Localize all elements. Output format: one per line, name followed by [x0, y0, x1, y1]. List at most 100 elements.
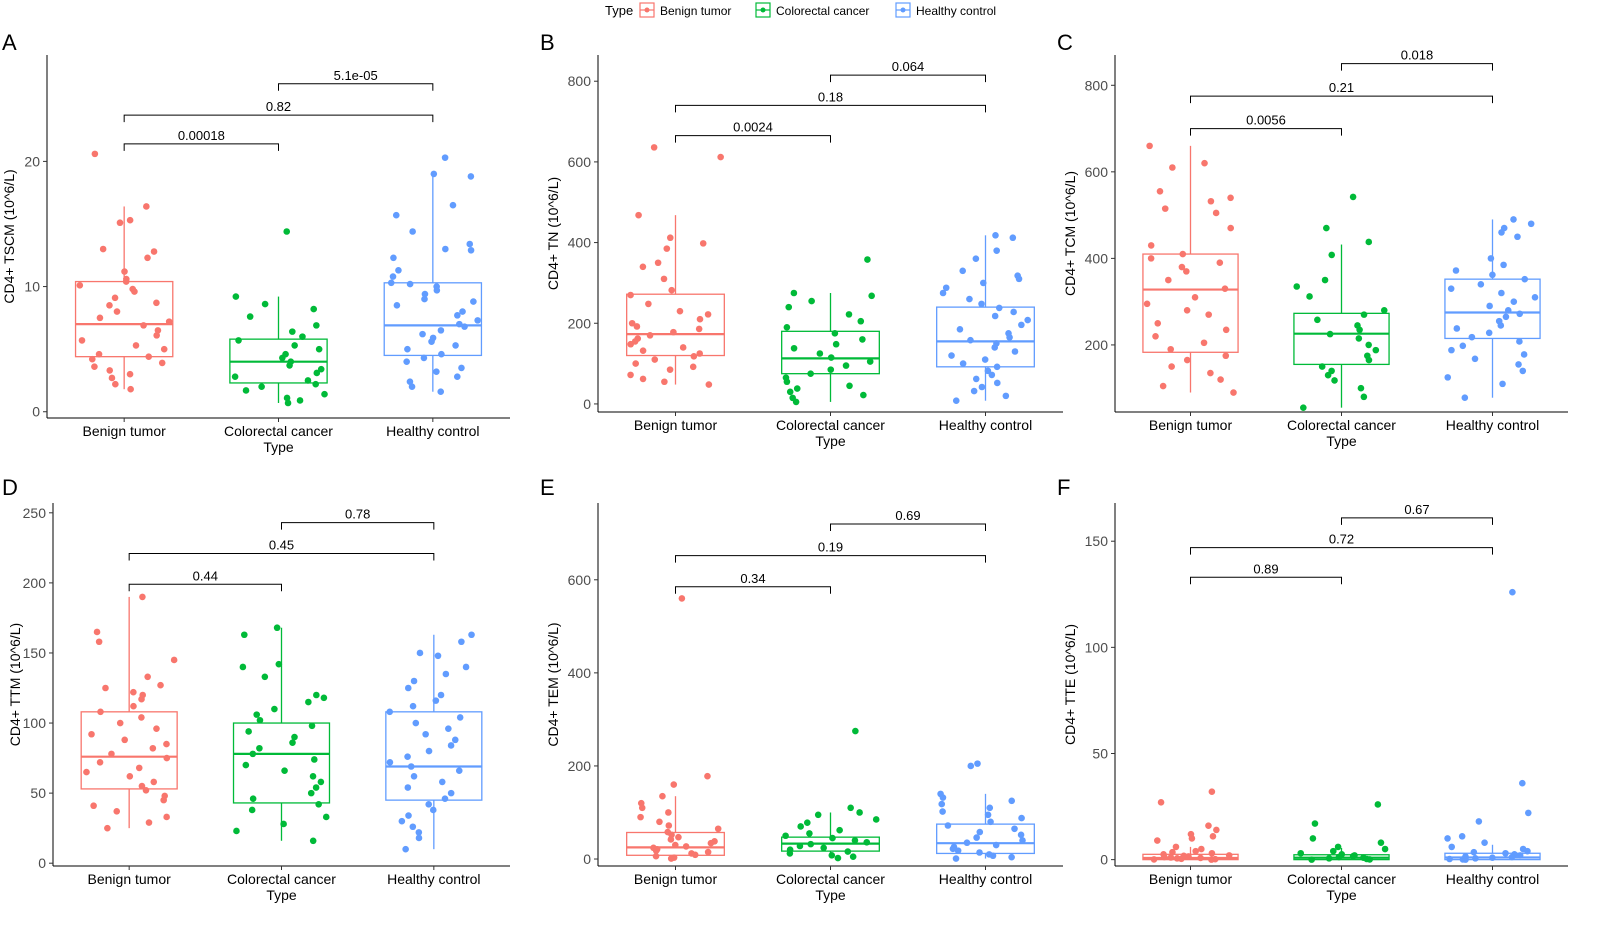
bracket-line	[128, 583, 282, 592]
data-point	[390, 254, 397, 262]
data-point	[434, 652, 442, 660]
data-point	[1208, 788, 1216, 796]
data-point	[97, 708, 104, 716]
data-point	[1472, 855, 1479, 862]
data-point	[856, 809, 863, 816]
data-point	[99, 245, 107, 253]
data-point	[447, 742, 455, 749]
data-point	[1308, 856, 1315, 863]
box-1	[1293, 244, 1390, 408]
data-point	[1446, 855, 1453, 863]
data-point	[1498, 229, 1505, 236]
data-point	[1335, 853, 1343, 861]
data-point	[1018, 321, 1025, 329]
data-point	[1217, 376, 1224, 383]
data-point	[410, 773, 418, 780]
data-point	[416, 649, 424, 657]
data-point	[1157, 799, 1165, 806]
data-point	[1365, 356, 1373, 364]
data-point	[1018, 814, 1025, 822]
data-point	[666, 366, 674, 373]
data-point	[976, 849, 983, 856]
x-tick-label: Colorectal cancer	[227, 871, 336, 887]
data-point	[793, 385, 801, 392]
data-point	[1165, 276, 1172, 284]
data-point	[1360, 393, 1368, 401]
data-point	[1002, 392, 1010, 400]
data-point	[261, 673, 269, 681]
data-point	[438, 350, 445, 358]
data-point	[386, 758, 394, 766]
box-iqr	[781, 330, 880, 375]
p-value-label: 0.064	[892, 59, 925, 74]
points-2	[386, 631, 475, 853]
data-point	[406, 378, 414, 386]
data-point	[1500, 261, 1507, 269]
data-point	[1481, 839, 1488, 846]
data-point	[1198, 845, 1205, 853]
y-tick-label: 0	[38, 855, 46, 871]
data-point	[106, 367, 114, 374]
x-axis-title: Type	[815, 433, 846, 449]
data-point	[976, 828, 984, 836]
data-point	[245, 728, 252, 735]
data-point	[1227, 194, 1234, 202]
data-point	[437, 388, 445, 396]
data-point	[299, 333, 306, 340]
data-point	[970, 387, 978, 395]
data-point	[130, 702, 137, 710]
data-point	[429, 806, 437, 814]
points-2	[1444, 216, 1539, 402]
data-point	[1208, 856, 1215, 863]
box-0	[74, 206, 174, 390]
data-point	[289, 739, 296, 746]
data-point	[939, 794, 947, 801]
p-value-label: 0.0024	[733, 120, 773, 135]
data-point	[433, 287, 441, 294]
data-point	[88, 730, 95, 738]
box-2	[383, 176, 483, 392]
data-point	[978, 300, 985, 308]
data-point	[842, 362, 850, 369]
data-point	[140, 322, 147, 329]
p-value-label: 0.18	[818, 89, 843, 104]
data-point	[714, 825, 722, 833]
data-point	[313, 691, 320, 699]
data-point	[322, 813, 330, 821]
x-tick-label: Colorectal cancer	[776, 417, 885, 433]
data-point	[395, 266, 402, 274]
data-point	[944, 822, 952, 829]
data-point	[1179, 250, 1187, 258]
data-point	[425, 801, 432, 808]
data-point	[1169, 164, 1176, 171]
data-point	[783, 378, 791, 386]
data-point	[704, 311, 712, 318]
panel-letter: C	[1057, 30, 1073, 55]
bracket-line	[830, 523, 986, 531]
data-point	[273, 624, 281, 632]
data-point	[1324, 371, 1332, 379]
data-point	[816, 350, 824, 357]
y-tick-label: 0	[32, 404, 40, 420]
data-point	[275, 660, 283, 668]
points-0	[627, 144, 724, 388]
p-value-label: 0.44	[193, 568, 218, 583]
box-0	[80, 596, 178, 829]
data-point	[1200, 339, 1208, 347]
data-point	[1524, 847, 1531, 855]
comparison-bracket: 0.0056	[1190, 113, 1342, 136]
x-tick-label: Colorectal cancer	[1287, 871, 1396, 887]
y-tick-label: 150	[23, 645, 47, 661]
data-point	[1524, 809, 1532, 817]
data-point	[1212, 209, 1220, 217]
data-point	[993, 363, 1001, 371]
comparison-bracket: 0.44	[128, 568, 282, 592]
data-point	[1328, 251, 1336, 259]
y-tick-label: 600	[1085, 164, 1109, 180]
data-point	[1318, 363, 1326, 370]
data-point	[240, 631, 248, 639]
points-2	[387, 154, 481, 396]
comparison-bracket: 0.0024	[675, 120, 831, 143]
data-point	[1183, 268, 1190, 275]
data-point	[676, 307, 684, 315]
